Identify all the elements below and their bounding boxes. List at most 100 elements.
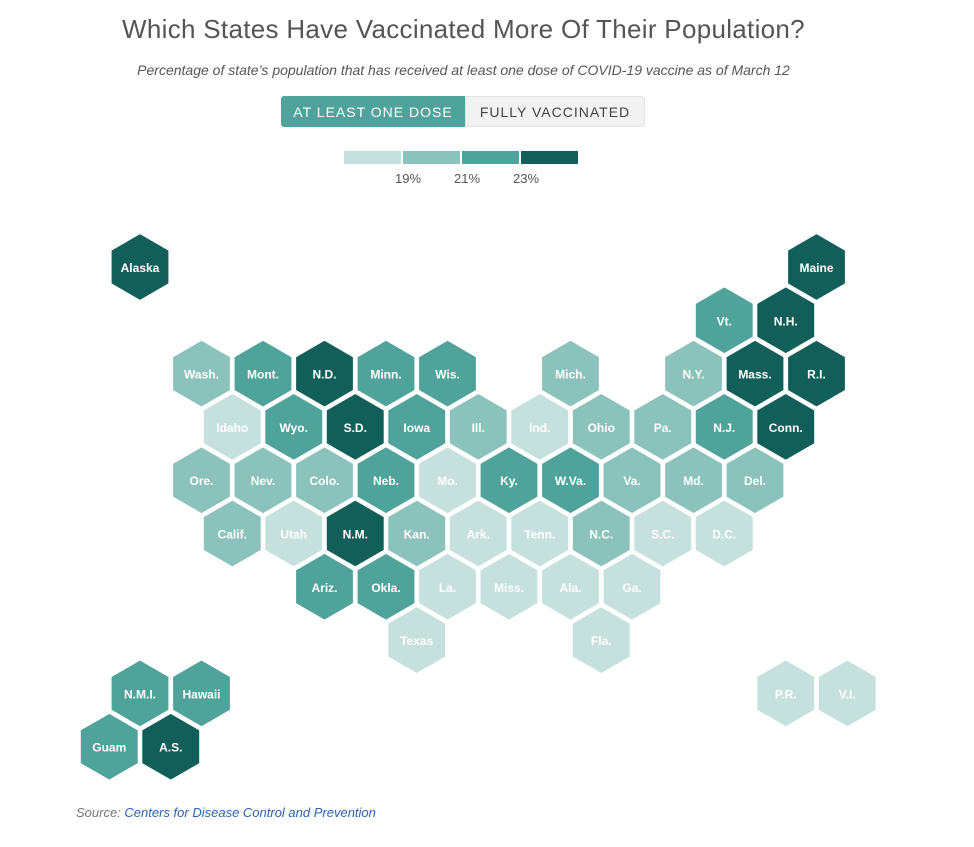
hex-tile-mass[interactable]: Mass. [724,338,786,409]
hex-tile-nev[interactable]: Nev. [232,445,294,516]
hex-tile-r-i[interactable]: R.I. [786,338,847,409]
hex-shape-w-va [540,445,601,516]
hex-shape-wis [417,338,478,409]
hex-tile-v-i[interactable]: V.I. [816,658,878,729]
hex-tile-wash[interactable]: Wash. [171,338,232,409]
hex-tile-n-c[interactable]: N.C. [570,498,632,569]
hex-tile-ark[interactable]: Ark. [447,498,509,569]
hex-shape-calif [201,498,263,569]
hex-tile-va[interactable]: Va. [601,445,663,516]
hex-shape-md [663,445,724,516]
hex-tile-n-y[interactable]: N.Y. [663,338,724,409]
hex-label-colo: Colo. [310,474,340,488]
hex-tile-ariz[interactable]: Ariz. [294,551,355,622]
hex-tile-w-va[interactable]: W.Va. [540,445,601,516]
hex-tile-n-m[interactable]: N.M. [324,498,386,569]
hex-shape-d-c [693,498,755,569]
hex-shape-ind [509,391,571,463]
hex-tile-utah[interactable]: Utah [263,498,325,569]
hex-label-ark: Ark. [467,528,490,542]
hex-shape-ariz [294,551,355,622]
hex-tile-guam[interactable]: Guam [78,711,140,782]
hex-shape-ore [171,445,232,516]
hex-shape-kan [386,498,448,569]
hex-tile-n-d[interactable]: N.D. [294,338,355,409]
hex-tile-del[interactable]: Del. [724,445,786,516]
hex-label-minn: Minn. [370,368,401,382]
hex-tile-miss[interactable]: Miss. [478,551,540,622]
hex-tile-ill[interactable]: Ill. [447,391,509,463]
hex-label-la: La. [439,581,456,595]
hex-tile-d-c[interactable]: D.C. [693,498,755,569]
hex-tile-ga[interactable]: Ga. [601,551,663,622]
legend-swatch-1 [344,151,401,164]
hex-tile-minn[interactable]: Minn. [355,338,417,409]
hex-tile-ohio[interactable]: Ohio [570,391,632,463]
hex-shape-va [601,445,663,516]
hex-tile-alaska[interactable]: Alaska [109,231,171,303]
hex-shape-okla [355,551,417,622]
hex-shape-ky [478,445,540,516]
hex-tile-wyo[interactable]: Wyo. [263,391,325,463]
hex-label-ind: Ind. [529,421,550,435]
hex-label-a-s: A.S. [159,741,182,755]
hex-shape-s-c [632,498,694,569]
hex-label-neb: Neb. [373,474,399,488]
hex-tile-ala[interactable]: Ala. [540,551,601,622]
at-least-one-dose-button[interactable]: AT LEAST ONE DOSE [281,96,465,127]
hex-tile-pa[interactable]: Pa. [632,391,694,463]
source-link[interactable]: Centers for Disease Control and Preventi… [124,805,376,820]
hex-tile-neb[interactable]: Neb. [355,445,417,516]
hex-tile-s-d[interactable]: S.D. [324,391,386,463]
hex-shape-miss [478,551,540,622]
hex-tile-mich[interactable]: Mich. [540,338,601,409]
hex-tile-n-j[interactable]: N.J. [693,391,755,463]
legend-swatch-4 [521,151,578,164]
hex-shape-p-r [755,658,817,729]
hex-shape-v-i [816,658,878,729]
hex-tile-a-s[interactable]: A.S. [140,711,202,782]
hex-label-d-c: D.C. [712,528,736,542]
hex-shape-tenn [509,498,571,569]
hex-tile-mont[interactable]: Mont. [232,338,294,409]
hex-tile-colo[interactable]: Colo. [294,445,355,516]
hex-tile-conn[interactable]: Conn. [755,391,817,463]
hex-label-calif: Calif. [218,528,247,542]
hex-shape-n-j [693,391,755,463]
hex-label-ala: Ala. [559,581,581,595]
hex-label-wyo: Wyo. [280,421,308,435]
hex-shape-texas [386,604,448,676]
hex-tile-fla[interactable]: Fla. [570,604,632,676]
hex-tile-n-m-i[interactable]: N.M.I. [109,658,171,729]
hex-tile-ore[interactable]: Ore. [171,445,232,516]
dose-toggle: AT LEAST ONE DOSE FULLY VACCINATED [281,96,645,127]
hex-shape-ga [601,551,663,622]
hex-label-guam: Guam [92,741,126,755]
hex-tile-kan[interactable]: Kan. [386,498,448,569]
hex-tile-maine[interactable]: Maine [786,231,847,303]
hex-tile-p-r[interactable]: P.R. [755,658,817,729]
hex-shape-n-h [755,285,817,356]
hex-tile-ky[interactable]: Ky. [478,445,540,516]
hex-tile-n-h[interactable]: N.H. [755,285,817,356]
hex-tile-idaho[interactable]: Idaho [201,391,263,463]
hex-tile-iowa[interactable]: Iowa [386,391,448,463]
hex-tile-calif[interactable]: Calif. [201,498,263,569]
hex-tile-vt[interactable]: Vt. [693,285,755,356]
hex-shape-n-c [570,498,632,569]
hex-tile-texas[interactable]: Texas [386,604,448,676]
hex-tile-mo[interactable]: Mo. [417,445,478,516]
hex-tile-md[interactable]: Md. [663,445,724,516]
hex-shape-r-i [786,338,847,409]
hex-tile-ind[interactable]: Ind. [509,391,571,463]
hex-tile-hawaii[interactable]: Hawaii [171,658,232,729]
hex-shape-minn [355,338,417,409]
hex-tile-okla[interactable]: Okla. [355,551,417,622]
fully-vaccinated-button[interactable]: FULLY VACCINATED [465,96,645,127]
hex-tile-tenn[interactable]: Tenn. [509,498,571,569]
hex-label-r-i: R.I. [807,368,826,382]
hex-tile-wis[interactable]: Wis. [417,338,478,409]
hex-tile-s-c[interactable]: S.C. [632,498,694,569]
hex-tile-la[interactable]: La. [417,551,478,622]
chart-title: Which States Have Vaccinated More Of The… [122,14,805,44]
